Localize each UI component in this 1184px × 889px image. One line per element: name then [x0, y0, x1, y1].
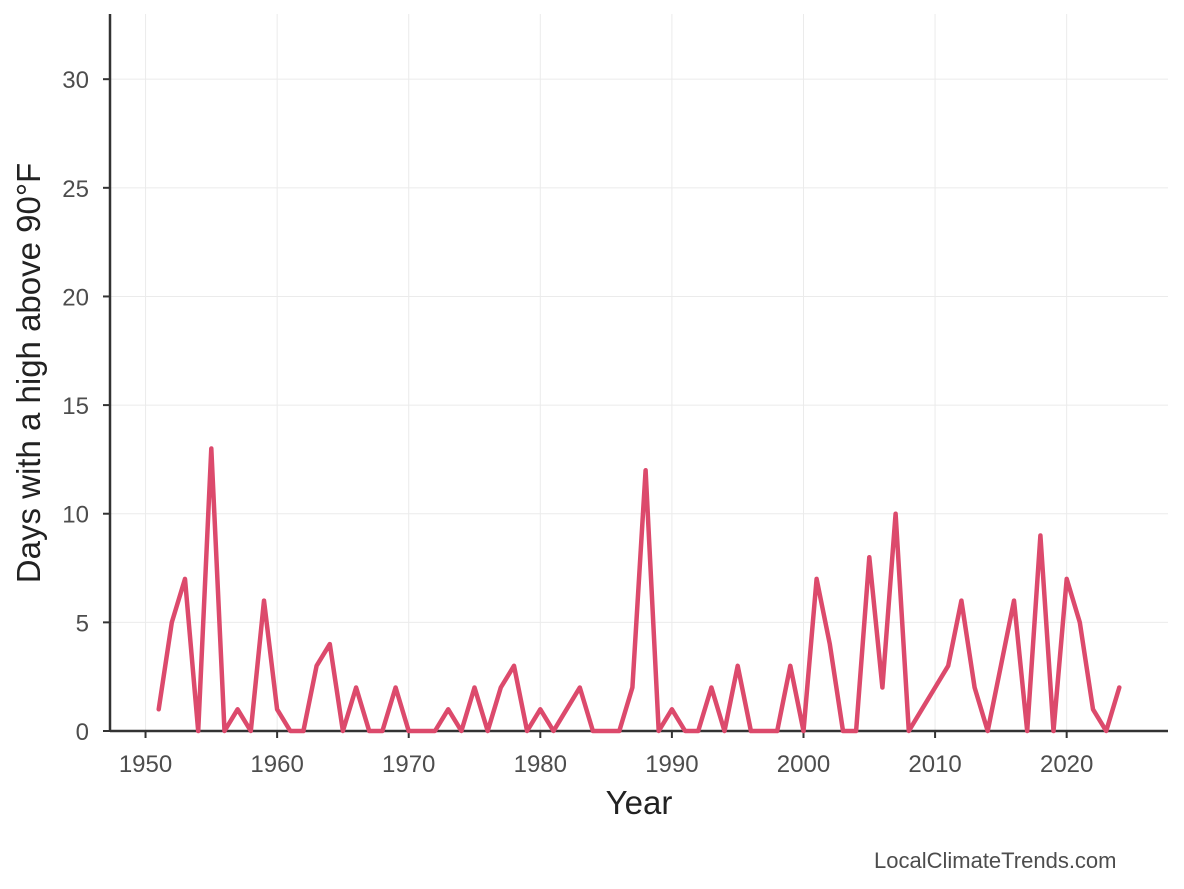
grid-lines	[110, 14, 1168, 732]
y-tick-label: 15	[62, 393, 89, 420]
y-ticks: 0 5 10 15 20 25 30	[62, 67, 110, 746]
x-ticks: 1950 1960 1970 1980 1990 2000 2010 2020	[119, 731, 1093, 778]
series-line	[156, 446, 1122, 734]
x-tick-label: 2020	[1040, 751, 1093, 778]
y-tick-label: 5	[76, 610, 89, 637]
axes	[108, 14, 1168, 733]
x-tick-label: 2010	[908, 751, 961, 778]
y-tick-label: 0	[76, 719, 89, 746]
x-tick-label: 1960	[250, 751, 303, 778]
x-tick-label: 1980	[514, 751, 567, 778]
x-tick-label: 1950	[119, 751, 172, 778]
x-tick-label: 1970	[382, 751, 435, 778]
y-tick-label: 25	[62, 176, 89, 203]
y-tick-label: 20	[62, 284, 89, 311]
source-credit: LocalClimateTrends.com	[874, 848, 1117, 873]
series-group	[156, 446, 1122, 734]
x-axis-title: Year	[606, 784, 673, 821]
x-tick-label: 2000	[777, 751, 830, 778]
x-tick-label: 1990	[645, 751, 698, 778]
y-axis-title: Days with a high above 90°F	[10, 163, 47, 583]
y-tick-label: 30	[62, 67, 89, 94]
y-tick-label: 10	[62, 502, 89, 529]
